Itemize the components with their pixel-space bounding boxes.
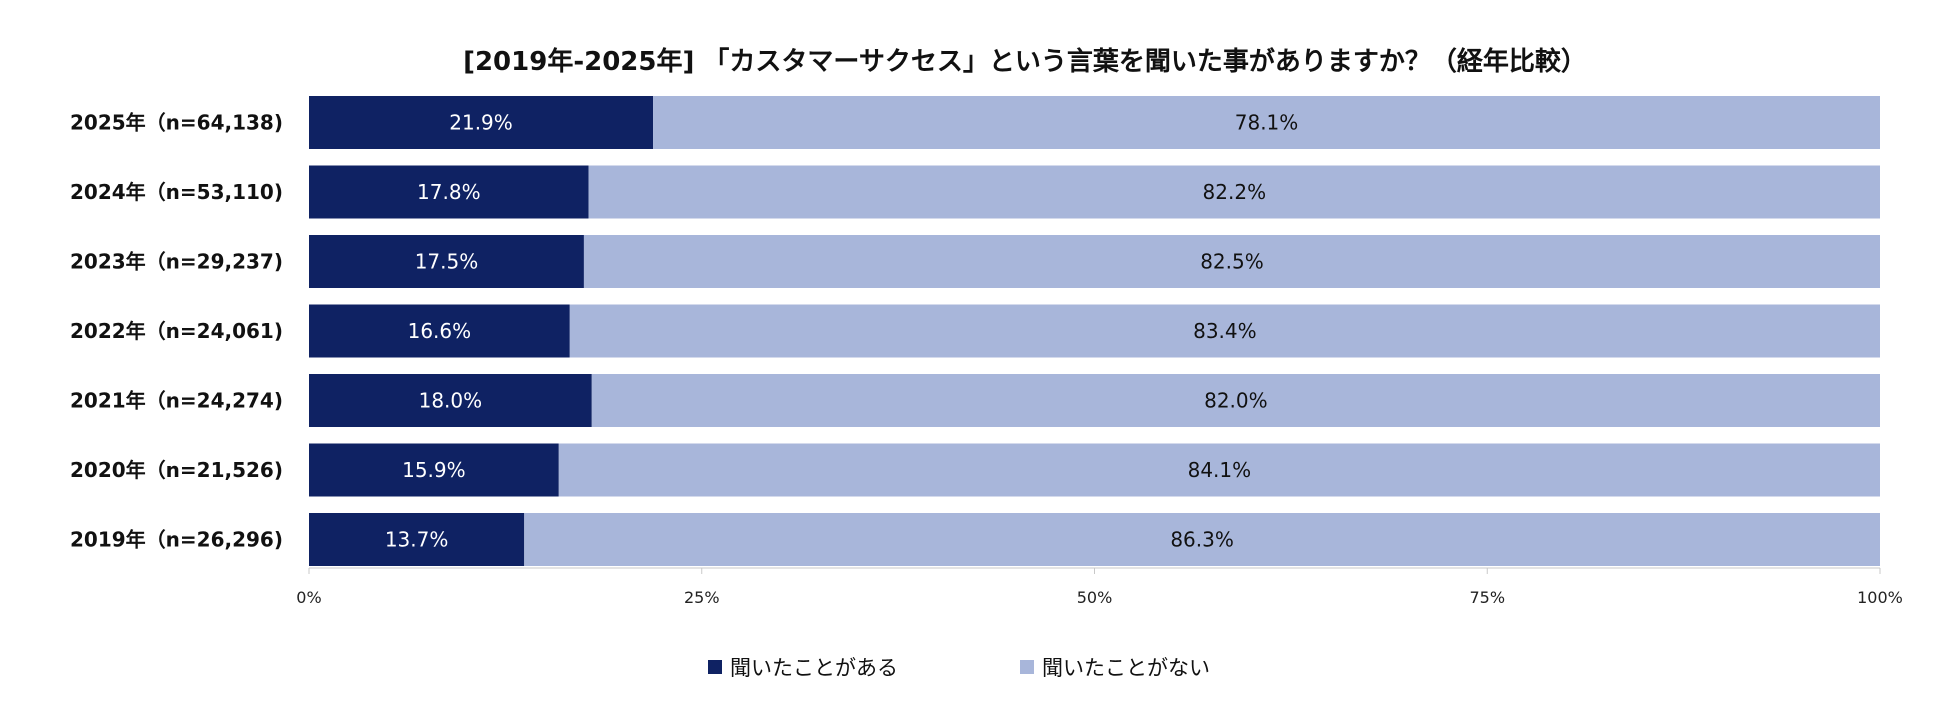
bar-segment-not-heard: [569, 304, 1880, 358]
bar-segment-heard: [309, 374, 592, 427]
bar-data-label: 13.7%: [385, 528, 449, 552]
x-tick-label: 75%: [1469, 588, 1505, 607]
bar-data-label: 82.0%: [1204, 389, 1268, 413]
bar-segment-not-heard: [588, 165, 1881, 219]
bar-segment-heard: [309, 513, 525, 566]
legend-swatch: [1020, 660, 1034, 674]
bar-segment-not-heard: [558, 443, 1880, 497]
bar-segment-not-heard: [653, 96, 1880, 149]
bar-data-label: 18.0%: [419, 389, 483, 413]
legend: 聞いたことがある 聞いたことがない: [708, 656, 1210, 680]
bar-data-label: 82.2%: [1203, 180, 1267, 204]
x-tick-label: 100%: [1857, 588, 1903, 607]
bar-segment-heard: [309, 165, 589, 219]
bar-data-label: 17.5%: [415, 250, 479, 274]
bar-data-label: 82.5%: [1200, 250, 1264, 274]
bar-segment-not-heard: [583, 235, 1880, 288]
bar-segment-heard: [309, 96, 654, 149]
bar-data-label: 15.9%: [402, 458, 466, 482]
category-label: 2022年（n=24,061): [70, 319, 283, 343]
bar-data-label: 17.8%: [417, 180, 481, 204]
bar-segment-heard: [309, 304, 570, 358]
legend-label: 聞いたことがある: [730, 656, 898, 680]
bars-group: 21.9% 78.1% 17.8% 82.2% 17.5% 82.5% 16.6% 83.4%…: [309, 96, 1881, 566]
x-tick-label: 50%: [1077, 588, 1113, 607]
legend-label: 聞いたことがない: [1042, 656, 1210, 680]
bar-data-label: 78.1%: [1235, 111, 1299, 135]
category-labels: 2025年（n=64,138) 2024年（n=53,110) 2023年（n=29…: [70, 111, 283, 552]
x-tick-label: 0%: [296, 588, 321, 607]
category-label: 2025年（n=64,138): [70, 111, 283, 135]
bar-data-label: 21.9%: [449, 111, 513, 135]
category-label: 2023年（n=29,237): [70, 250, 283, 274]
bar-segment-heard: [309, 443, 559, 497]
category-label: 2021年（n=24,274): [70, 389, 283, 413]
bar-segment-not-heard: [524, 513, 1880, 566]
chart-title: [2019年-2025年] 「カスタマーサクセス」という言葉を聞いた事があります…: [463, 46, 1587, 77]
bar-segment-heard: [309, 235, 584, 288]
bar-data-label: 83.4%: [1193, 319, 1257, 343]
bar-data-label: 16.6%: [408, 319, 472, 343]
legend-swatch: [708, 660, 722, 674]
bar-segment-not-heard: [591, 374, 1880, 427]
x-axis-ticks: 0% 25% 50% 75% 100%: [296, 568, 1903, 607]
category-label: 2019年（n=26,296): [70, 528, 283, 552]
category-label: 2024年（n=53,110): [70, 180, 283, 204]
bar-data-label: 86.3%: [1170, 528, 1234, 552]
x-tick-label: 25%: [684, 588, 720, 607]
category-label: 2020年（n=21,526): [70, 458, 283, 482]
bar-data-label: 84.1%: [1188, 458, 1252, 482]
